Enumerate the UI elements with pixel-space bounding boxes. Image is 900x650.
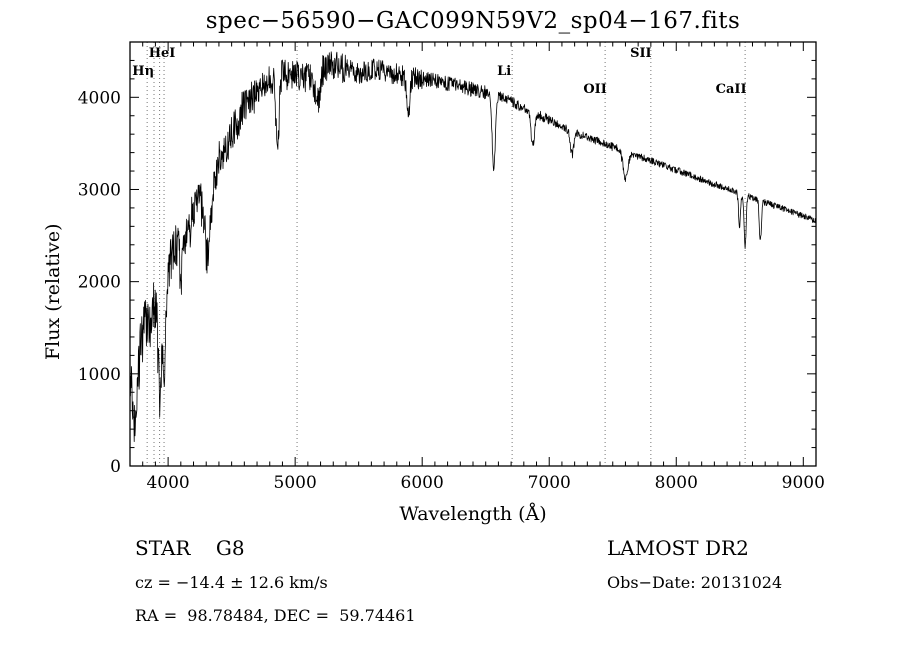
y-tick-label: 1000	[78, 365, 121, 385]
marker-label-CaII: CaII	[716, 82, 747, 97]
object-class-label: STAR G8	[135, 536, 245, 560]
spectrum-line	[129, 51, 817, 442]
x-tick-label: 9000	[782, 473, 825, 493]
axes-ticks	[129, 41, 817, 467]
marker-label-Hη: Hη	[132, 64, 154, 79]
radial-velocity-label: cz = −14.4 ± 12.6 km/s	[135, 573, 328, 592]
plot-frame	[129, 41, 817, 467]
x-tick-label: 4000	[146, 473, 189, 493]
y-tick-label: 4000	[78, 88, 121, 108]
coordinates-label: RA = 98.78484, DEC = 59.74461	[135, 606, 416, 625]
plot-title: spec−56590−GAC099N59V2_sp04−167.fits	[205, 8, 741, 34]
x-tick-label: 5000	[274, 473, 317, 493]
tick-labels: 4000 5000 6000 7000 8000 9000 0 1000 2000 3000 400…	[78, 88, 825, 493]
x-tick-label: 6000	[401, 473, 444, 493]
y-tick-label: 3000	[78, 180, 121, 200]
marker-label-HeI: HeI	[149, 46, 176, 61]
x-tick-label: 7000	[528, 473, 571, 493]
obs-date-label: Obs−Date: 20131024	[607, 573, 783, 592]
marker-label-SII: SII	[630, 46, 652, 61]
survey-label: LAMOST DR2	[607, 536, 749, 560]
y-tick-label: 0	[110, 457, 121, 477]
y-tick-label: 2000	[78, 273, 121, 293]
marker-label-Li: Li	[497, 64, 511, 79]
y-axis-label: Flux (relative)	[42, 223, 64, 361]
x-axis-label: Wavelength (Å)	[399, 503, 547, 525]
marker-label-OII: OII	[583, 82, 607, 97]
spectral-line-markers: HeI Hη Li OII SII CaII	[132, 42, 747, 466]
x-tick-label: 8000	[655, 473, 698, 493]
